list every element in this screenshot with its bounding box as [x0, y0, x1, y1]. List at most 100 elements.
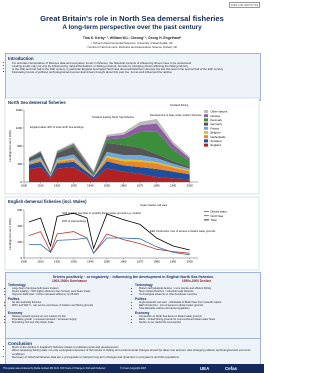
bullet: Much of the decline in England's fisheri… — [12, 345, 258, 349]
legend-swatch — [204, 143, 208, 147]
section-heading: Introduction — [8, 56, 34, 61]
area — [28, 151, 190, 177]
y-axis-label: Landings (tonnes x 1000) — [8, 130, 12, 162]
driver-cell: TechnologyModern technological devices ↑… — [135, 283, 258, 297]
bullet-list: Large fleet of purpose-built steam trawl… — [8, 287, 131, 297]
annotation: Shift of North Sea fleet to possibly dis… — [62, 211, 141, 215]
legend-label: France — [211, 126, 220, 130]
x-tick-label: 2000 — [187, 260, 194, 264]
x-tick-label: 1940 — [87, 260, 94, 264]
bullet: Steam trawling ↑ 30% higher efficiency t… — [12, 290, 131, 294]
x-tick-label: 1910 — [37, 260, 44, 264]
legend-swatch — [204, 139, 208, 143]
bullet: No law restricting fisheries — [12, 301, 131, 305]
authors: Tina K. Kerby¹ ², William W.L. Cheung¹ ²… — [82, 36, 182, 40]
footer: This poster was produced by Defra contra… — [0, 364, 264, 373]
driver-heading: Economy — [135, 311, 150, 316]
x-tick-label: 1920 — [54, 184, 61, 188]
x-tick-label: 2000 — [187, 184, 194, 188]
x-tick-label: 1960 — [120, 184, 127, 188]
y-tick-label: 1200 — [16, 126, 23, 130]
legend-label: Germany — [211, 122, 223, 126]
area — [28, 131, 190, 175]
y-tick-label: 400 — [17, 162, 22, 166]
bullet: Population growth ↑ increased demand ↑ i… — [12, 318, 131, 322]
title: Great Britain's role in North Sea demers… — [40, 14, 224, 23]
chart-title: North Sea demersal fisheries — [8, 100, 66, 105]
driver-cell: EconomyRailway network opened up new mar… — [8, 311, 131, 325]
bullet: Recovery of historical fisheries data ar… — [12, 355, 258, 359]
driver-heading: Technology — [8, 283, 26, 288]
x-tick-label: 1950 — [104, 184, 111, 188]
driver-heading: Economy — [8, 311, 23, 316]
legend-swatch — [204, 131, 208, 134]
bullet: Fluctuating trends of political, technol… — [12, 71, 258, 75]
x-tick-label: 1970 — [137, 260, 144, 264]
annotation: EEZ introduction: loss of access to dist… — [150, 229, 216, 233]
affiliation: ² Centre for Environment, Fisheries and … — [86, 45, 178, 49]
conclusion: Conclusion Much of the decline in Englan… — [5, 338, 261, 365]
x-tick-label: 1900 — [21, 184, 28, 188]
driver-heading: Politics — [135, 297, 147, 302]
bullet: Modern technological devices ↑ more prec… — [139, 287, 258, 291]
section-heading: Conclusion — [8, 340, 32, 346]
x-tick-label: 1990 — [170, 184, 177, 188]
legend-swatch — [204, 110, 208, 113]
bullet-list: Much of the decline in England's fisheri… — [8, 345, 258, 359]
annotation: Scotland leading North Sea fisheries — [92, 115, 135, 119]
y-tick-label: 400 — [17, 224, 22, 228]
driver-cell: EconomyCompetition of North Sea fleets o… — [135, 311, 258, 325]
annotation: Scotland fishing — [170, 103, 189, 107]
y-tick-label: 600 — [17, 208, 22, 212]
legend-swatch — [204, 118, 208, 122]
bullet: Decline in per capita fish consumption — [139, 321, 258, 325]
bullet: Total allowable catches and quota regula… — [139, 307, 258, 311]
x-tick-label: 1980 — [153, 184, 160, 188]
x-tick-label: 1990 — [170, 260, 177, 264]
x-tick-label: 1910 — [37, 184, 44, 188]
logo: Cefas — [225, 365, 237, 371]
area — [28, 161, 190, 180]
legend-label: Belgium — [211, 131, 222, 135]
legend-label: North Sea — [211, 214, 224, 218]
x-tick-label: 1920 — [54, 260, 61, 264]
bullet-list: For accurate interpretation of fisheries… — [8, 61, 258, 75]
line — [28, 212, 190, 251]
area — [28, 157, 190, 178]
panel-title: Drivers positively ↑ or negatively ↓ inf… — [52, 274, 214, 279]
y-axis-label: Landings (tonnes x 1000) — [8, 218, 12, 250]
legend-label: Distant water — [211, 210, 227, 214]
bullet: EEZs ↓ limited fishing grounds for unenc… — [139, 318, 258, 322]
legend-label: Norway — [211, 114, 221, 118]
legend-swatch — [204, 114, 208, 118]
legend-label: Scotland — [211, 139, 222, 143]
legend-label: Total — [211, 218, 217, 222]
bullet: Vigneron-Dahl trawl ↑ further increased … — [12, 293, 131, 297]
bullet-list: Anglo-Icelandic cod wars ↓ withdrawal of… — [135, 301, 258, 311]
charts: North Sea demersal fisheries Landings (to… — [4, 97, 260, 271]
area — [28, 167, 190, 182]
bullet: Large fleet of purpose-built steam trawl… — [12, 287, 131, 291]
driver-heading: Technology — [135, 283, 153, 288]
y-tick-label: 0 — [20, 180, 22, 184]
area — [28, 142, 190, 176]
chart: English demersal fisheries (incl. Wales)… — [4, 196, 260, 271]
bullet: Competition of North Sea fleets on dista… — [139, 315, 258, 319]
drivers-panel: Drivers positively ↑ or negatively ↓ inf… — [5, 272, 261, 339]
bullet-list: No law restricting fisheriesWW I and WW … — [8, 301, 131, 308]
legend-swatch — [204, 126, 208, 130]
legend-label: Other nations — [211, 110, 228, 114]
x-tick-label: 1930 — [71, 260, 78, 264]
y-tick-label: 200 — [17, 240, 22, 244]
legend-label: Denmark — [211, 118, 223, 122]
driver-columns: 1903-1930s Dominance 1950s-2000 Decline … — [8, 279, 258, 325]
y-tick-label: 1600 — [16, 108, 23, 112]
driver-heading: Politics — [8, 297, 20, 302]
bullet-list: Competition of North Sea fleets on dista… — [135, 315, 258, 325]
bullet: Anglo-Icelandic cod wars ↓ withdrawal of… — [139, 301, 258, 305]
bullet: Flourishing 'fish and chip shops' trade — [12, 321, 131, 325]
bullet-list: Railway network opened up new markets fo… — [8, 315, 131, 325]
x-tick-label: 1960 — [120, 260, 127, 264]
bullet: Technological advances in other European… — [139, 293, 258, 297]
reference: ICES CM 2007/O:33 — [228, 2, 260, 8]
